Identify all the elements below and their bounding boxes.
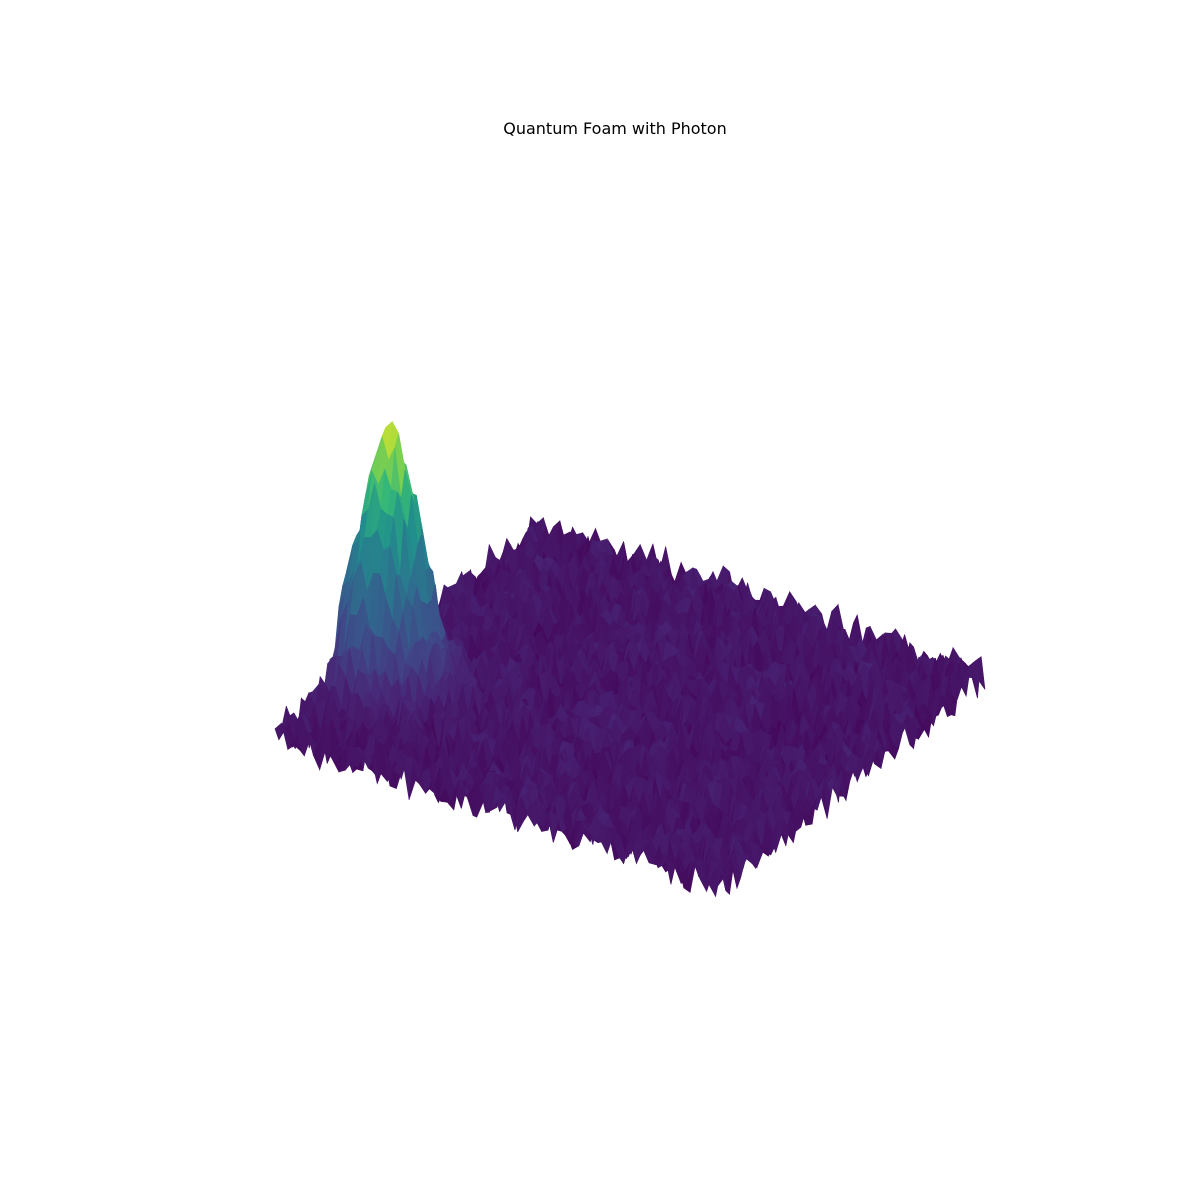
chart-title: Quantum Foam with Photon bbox=[503, 119, 727, 138]
surface-mesh bbox=[274, 420, 986, 898]
